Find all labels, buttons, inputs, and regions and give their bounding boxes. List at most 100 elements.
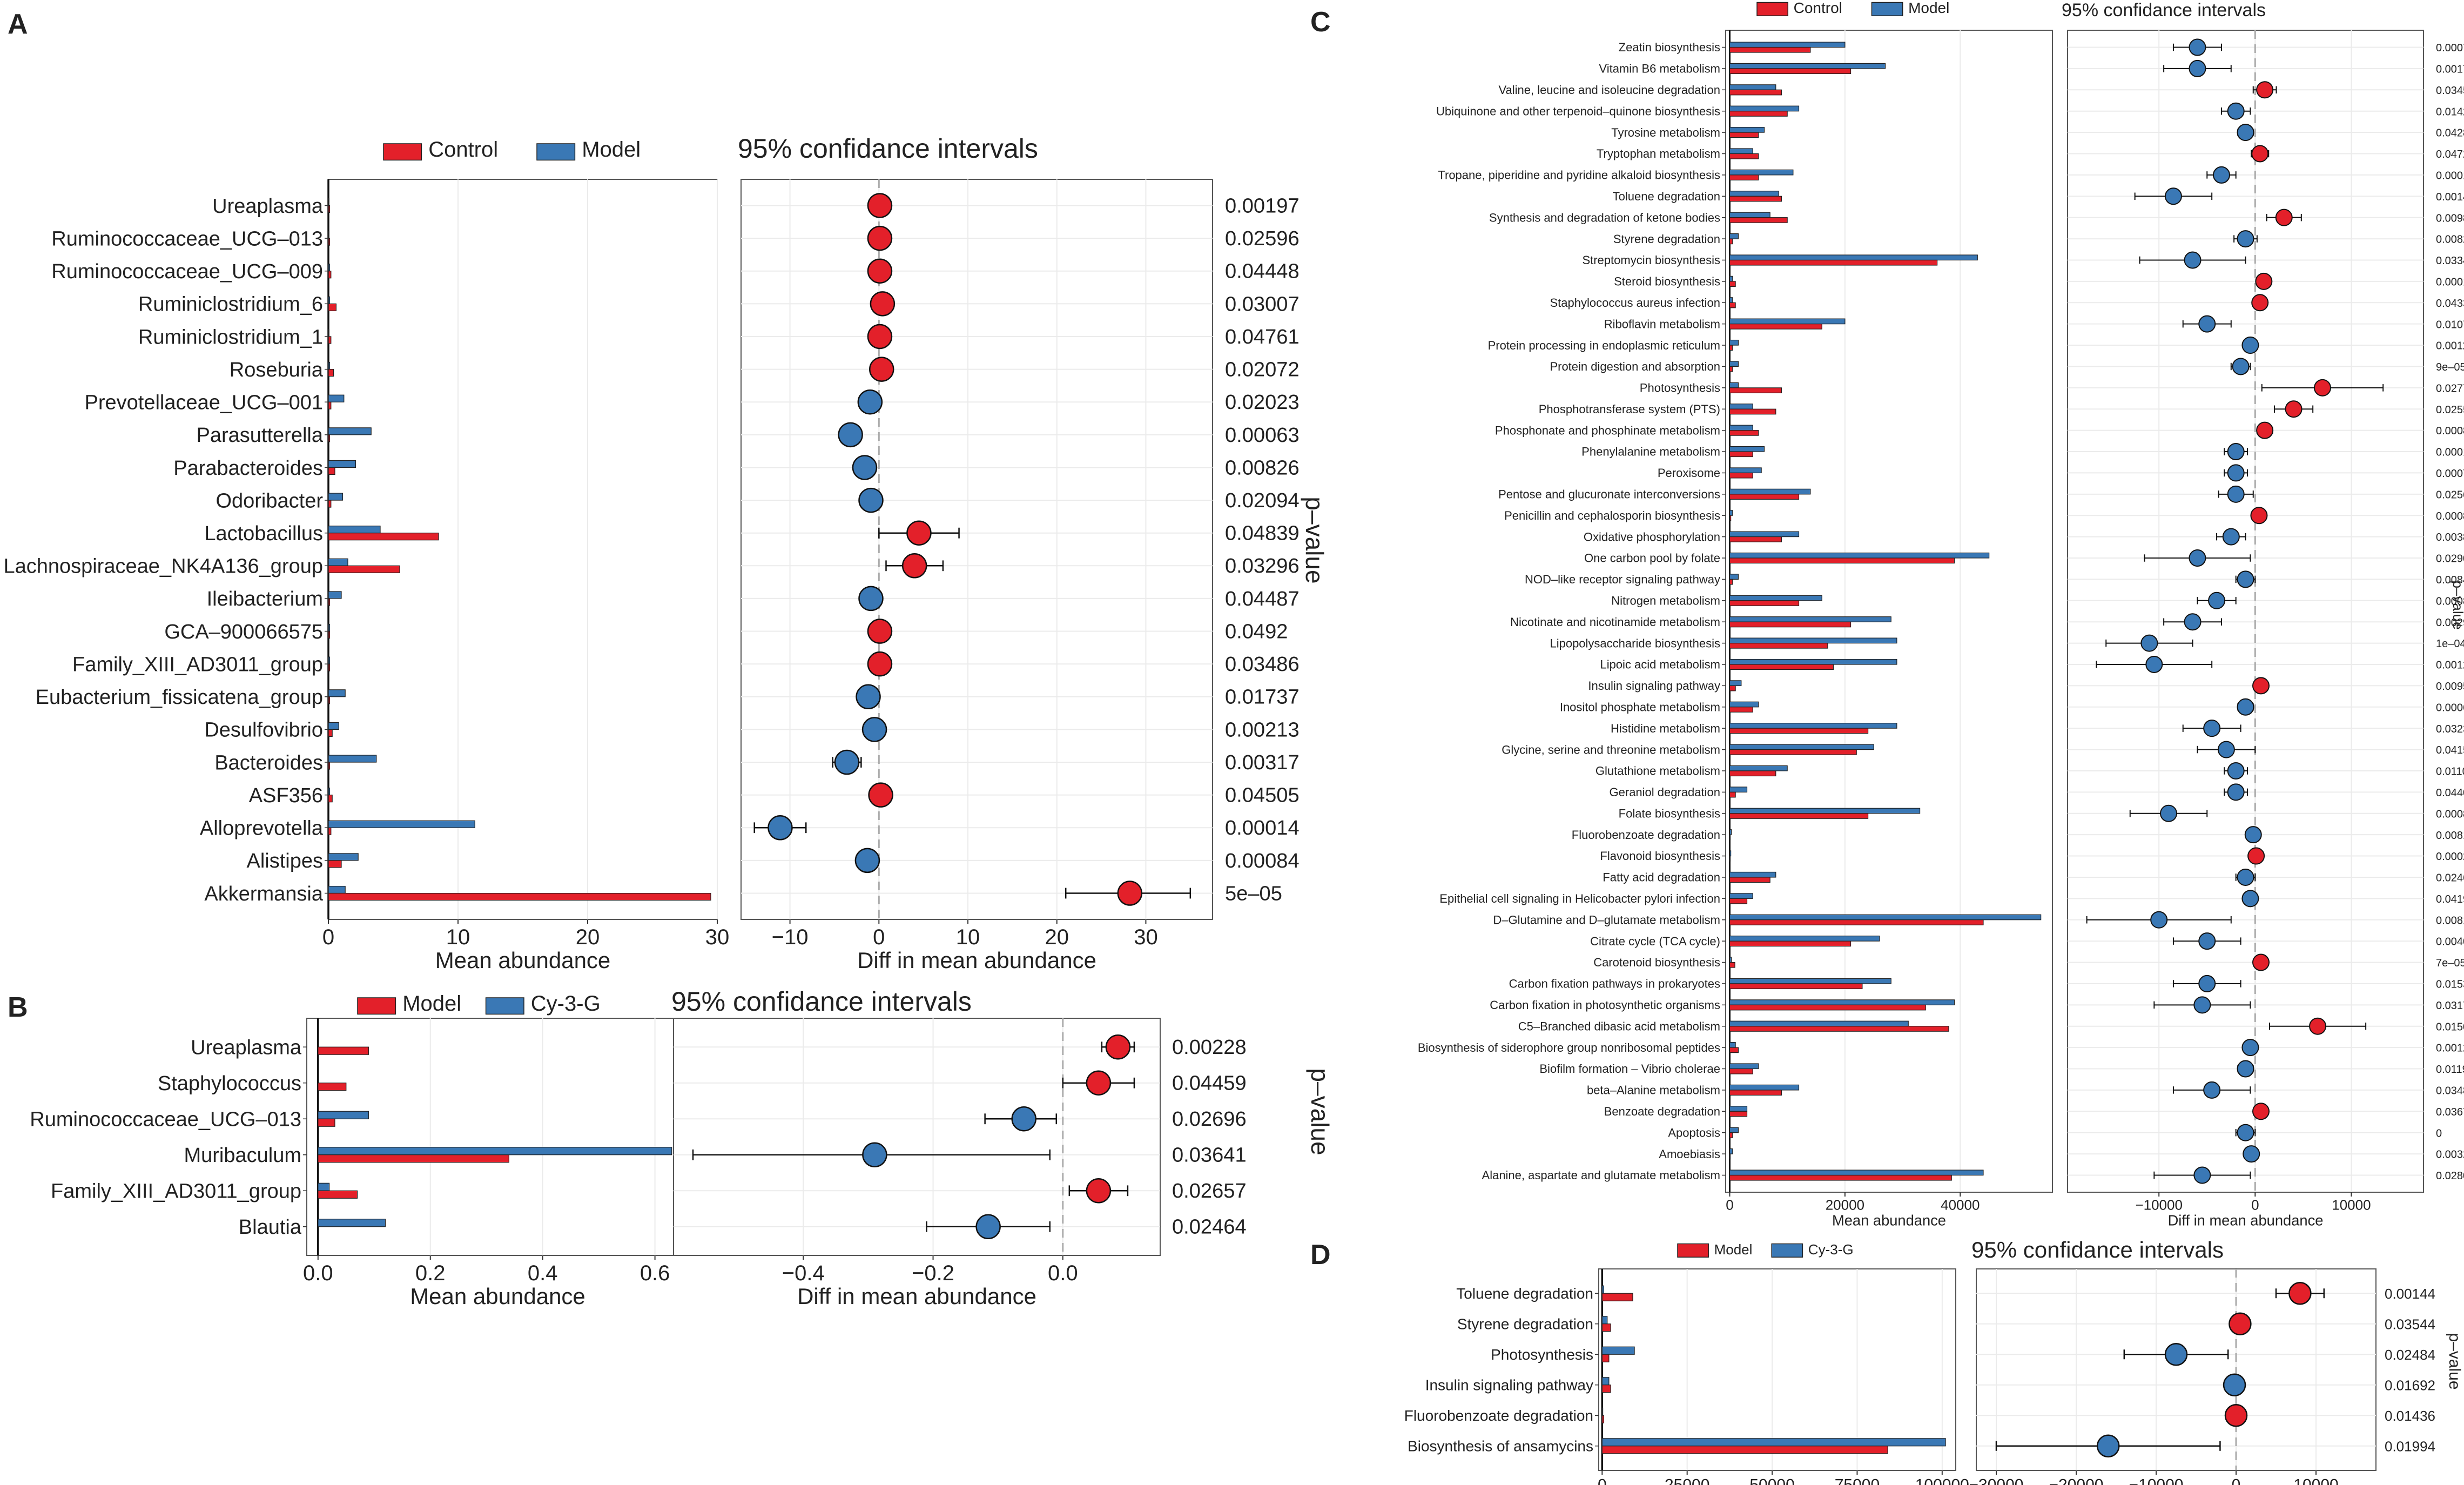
ci-point [2250, 507, 2268, 525]
ci-plot-frame [2067, 30, 2424, 1193]
pvalue-label: 0.01105 [2436, 766, 2464, 778]
ci-point [867, 651, 893, 677]
category-label: Family_XIII_AD3011_group [72, 653, 323, 676]
bar-tick-label: 30 [705, 925, 730, 949]
category-label: Carotenoid biosynthesis [1593, 956, 1720, 969]
bar-x-axis-label: Mean abundance [1832, 1212, 1946, 1228]
pvalue-label: 0.03296 [1225, 555, 1300, 577]
ci-point [2229, 1312, 2252, 1335]
legend-swatch-second [536, 143, 576, 161]
pvalue-label: 0.00116 [2436, 340, 2464, 352]
bar-model [328, 591, 342, 599]
bar-model [328, 493, 343, 501]
bar-control [1729, 791, 1736, 798]
ci-point [2217, 741, 2235, 758]
bar-control [1729, 196, 1782, 202]
pvalue-label: 0.00827 [2436, 234, 2464, 246]
pvalue-label: 0.01436 [2385, 1408, 2435, 1424]
bar-control [1729, 366, 1733, 372]
category-label: Blautia [239, 1216, 302, 1239]
pvalue-label: 5e–05 [1225, 882, 1282, 905]
category-label: Lipoic acid metabolism [1600, 658, 1720, 671]
ci-point [901, 553, 927, 579]
ci-point [2237, 1060, 2254, 1078]
ci-point [2208, 592, 2226, 609]
bar-model [1729, 616, 1891, 622]
category-label: Alloprevotella [200, 817, 324, 840]
bar-control [1729, 600, 1800, 606]
ci-point [2164, 187, 2182, 205]
bar-cy-3-g [1601, 1438, 1946, 1447]
bar-model [1601, 1415, 1605, 1423]
ci-point [2096, 1434, 2120, 1458]
bar-control [1729, 345, 1733, 351]
bar-control [328, 434, 330, 442]
bar-control [328, 205, 330, 213]
category-label: Folate biosynthesis [1619, 807, 1720, 820]
category-label: Toluene degradation [1613, 190, 1720, 203]
ci-point [2313, 379, 2331, 397]
ci-plot-frame [673, 1018, 1161, 1256]
bar-control [1729, 259, 1938, 266]
pvalue-label: 0.02906 [2436, 553, 2464, 565]
bar-cy-3-g [318, 1219, 386, 1227]
bar-control [328, 663, 330, 671]
bar-model [1729, 339, 1739, 346]
ci-point [2244, 826, 2262, 844]
ci-point [2164, 1342, 2188, 1366]
category-label: Synthesis and degradation of ketone bodi… [1489, 211, 1720, 224]
category-label: Biosynthesis of siderophore group nonrib… [1418, 1041, 1720, 1054]
bar-model [328, 722, 339, 730]
pvalue-label: 0.00326 [2436, 1149, 2464, 1161]
category-label: Inositol phosphate metabolism [1560, 700, 1720, 714]
pvalue-label: 9e–05 [2436, 361, 2464, 373]
bar-model [328, 296, 330, 304]
ci-point [2243, 1145, 2260, 1163]
legend-swatch-first [357, 997, 396, 1015]
ci-point [2198, 932, 2216, 950]
bar-control [1729, 898, 1748, 904]
pvalue-label: 0.01073 [2436, 319, 2464, 331]
bar-tick-label: 0.2 [415, 1261, 446, 1285]
category-label: Bacteroides [214, 751, 323, 774]
category-label: Lactobacillus [204, 522, 323, 545]
ci-point [2227, 464, 2245, 482]
category-label: Oxidative phosphorylation [1584, 530, 1720, 543]
category-label: ASF356 [249, 784, 323, 807]
bar-control [328, 827, 332, 835]
pvalue-label: 0.02696 [1172, 1108, 1247, 1131]
pvalue-label: 0.02072 [1225, 359, 1300, 381]
ci-title: 95% confidance intervals [738, 133, 1038, 164]
bar-model [1729, 276, 1733, 282]
ci-point [2140, 634, 2158, 652]
category-label: Biofilm formation – Vibrio cholerae [1539, 1062, 1720, 1076]
pvalue-label: 0.00083 [2436, 510, 2464, 522]
ci-point [2203, 720, 2221, 737]
bar-model [318, 1083, 347, 1091]
ci-point [2145, 655, 2163, 673]
bar-model [328, 885, 346, 894]
bar-tick-label: 25000 [1665, 1476, 1709, 1485]
bar-model [1729, 510, 1733, 516]
ci-point [2212, 166, 2230, 184]
ci-title: 95% confidance intervals [2062, 0, 2266, 21]
bar-model [1729, 212, 1770, 218]
pvalue-label: 0 [2436, 1127, 2442, 1139]
bar-model [1601, 1323, 1611, 1332]
category-label: Phosphonate and phosphinate metabolism [1495, 424, 1720, 437]
legend-swatch-first [383, 143, 422, 161]
category-label: C5–Branched dibasic acid metabolism [1518, 1019, 1720, 1033]
ci-point [1117, 881, 1143, 906]
bar-model [1729, 957, 1732, 963]
ci-tick-label: 20 [1045, 925, 1069, 949]
bar-control [1729, 238, 1733, 245]
pvalue-label: 0.00404 [2436, 936, 2464, 948]
category-label: Carbon fixation in photosynthetic organi… [1490, 998, 1720, 1012]
pvalue-label: 0.04487 [1225, 588, 1300, 610]
ci-point [2193, 996, 2211, 1014]
category-label: Tryptophan metabolism [1597, 147, 1720, 160]
bar-control [1729, 68, 1852, 75]
category-label: Lachnospiraceae_NK4A136_group [3, 555, 323, 578]
panel-A: A Control Model 0 10 20 30 Mean abundance Ureapl… [3, 9, 1329, 973]
